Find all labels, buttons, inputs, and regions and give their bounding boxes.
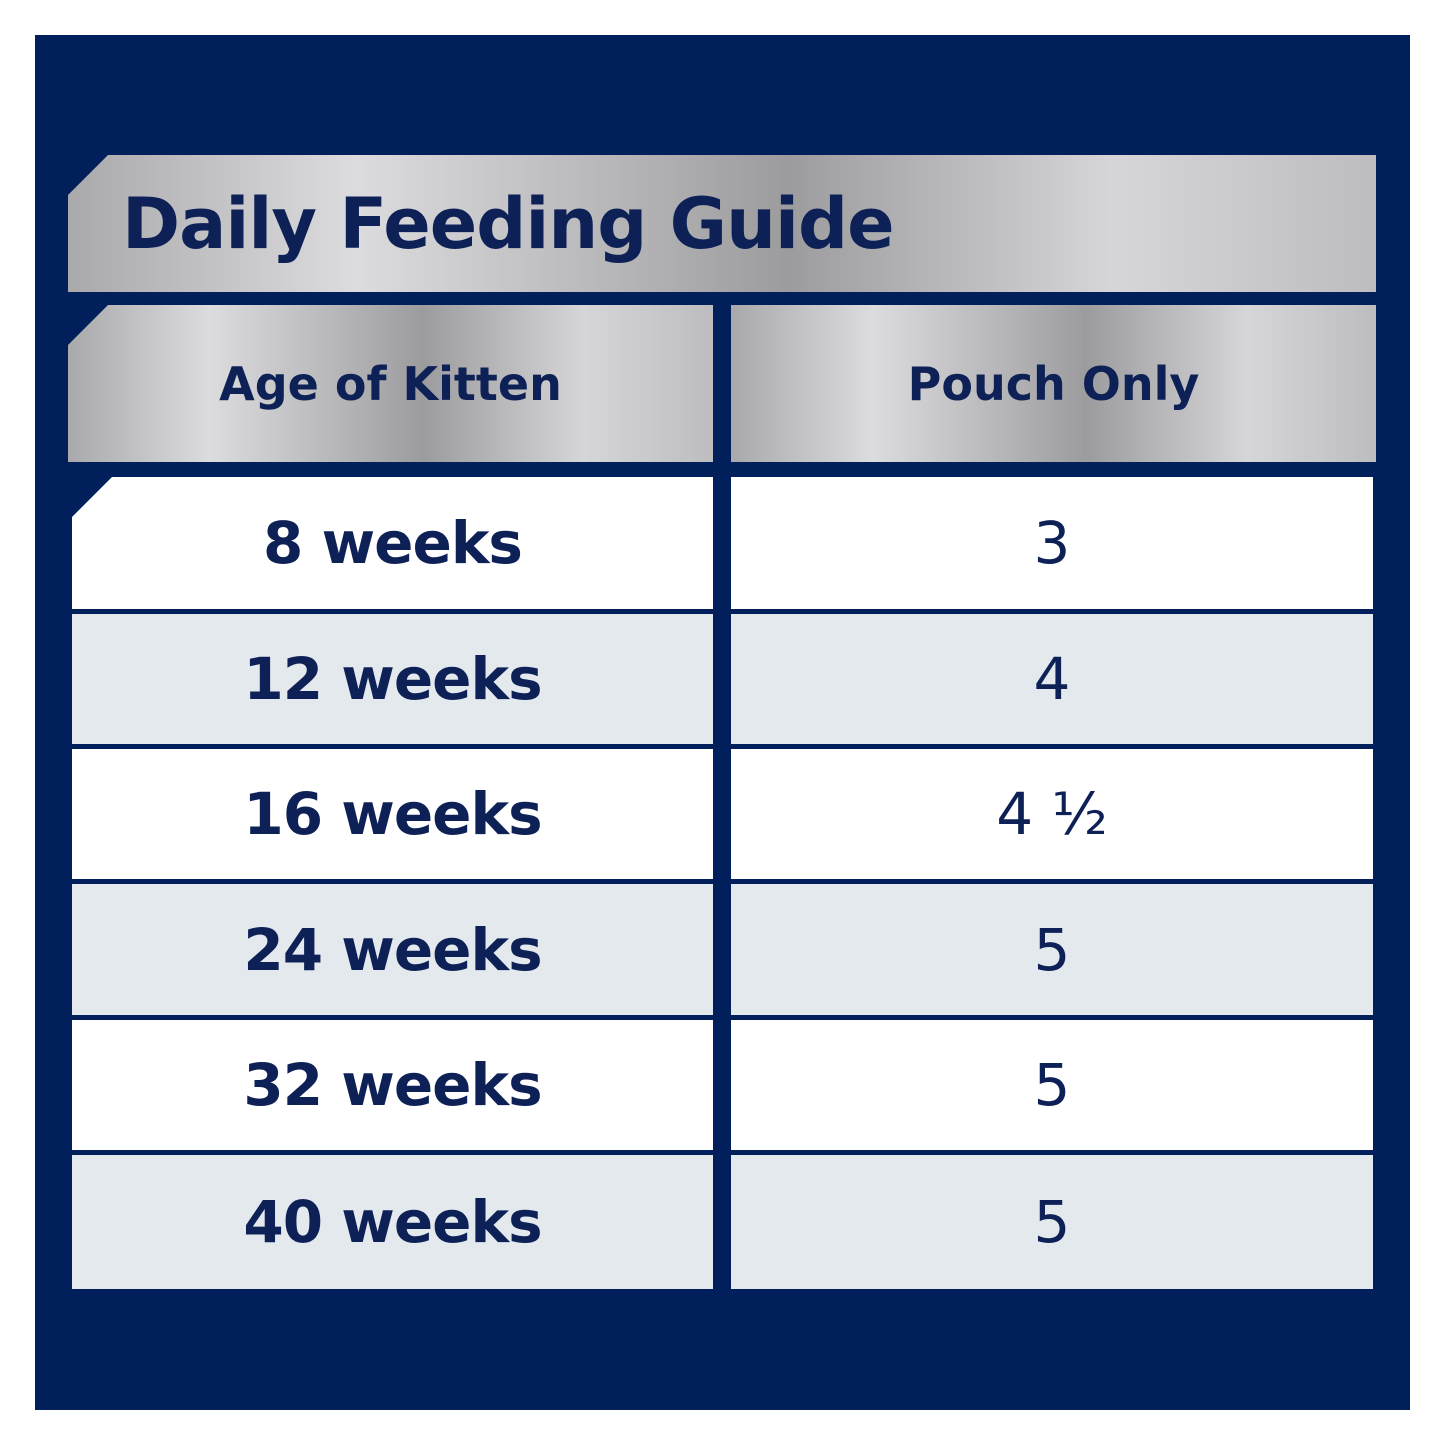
column-label: Pouch Only	[907, 356, 1200, 411]
pouch-cell: 4 ½	[731, 749, 1373, 879]
pouch-cell: 5	[731, 884, 1373, 1015]
title-banner: Daily Feeding Guide	[68, 155, 1376, 292]
column-label: Age of Kitten	[219, 356, 562, 411]
column-header: Pouch Only	[731, 305, 1376, 462]
age-cell: 40 weeks	[72, 1155, 713, 1289]
title: Daily Feeding Guide	[122, 182, 895, 265]
age-cell: 8 weeks	[72, 477, 713, 609]
age-cell: 16 weeks	[72, 749, 713, 879]
age-cell: 32 weeks	[72, 1020, 713, 1150]
age-cell: 12 weeks	[72, 614, 713, 744]
pouch-cell: 3	[731, 477, 1373, 609]
pouch-cell: 5	[731, 1020, 1373, 1150]
column-header: Age of Kitten	[68, 305, 713, 462]
pouch-cell: 4	[731, 614, 1373, 744]
pouch-cell: 5	[731, 1155, 1373, 1289]
age-cell: 24 weeks	[72, 884, 713, 1015]
